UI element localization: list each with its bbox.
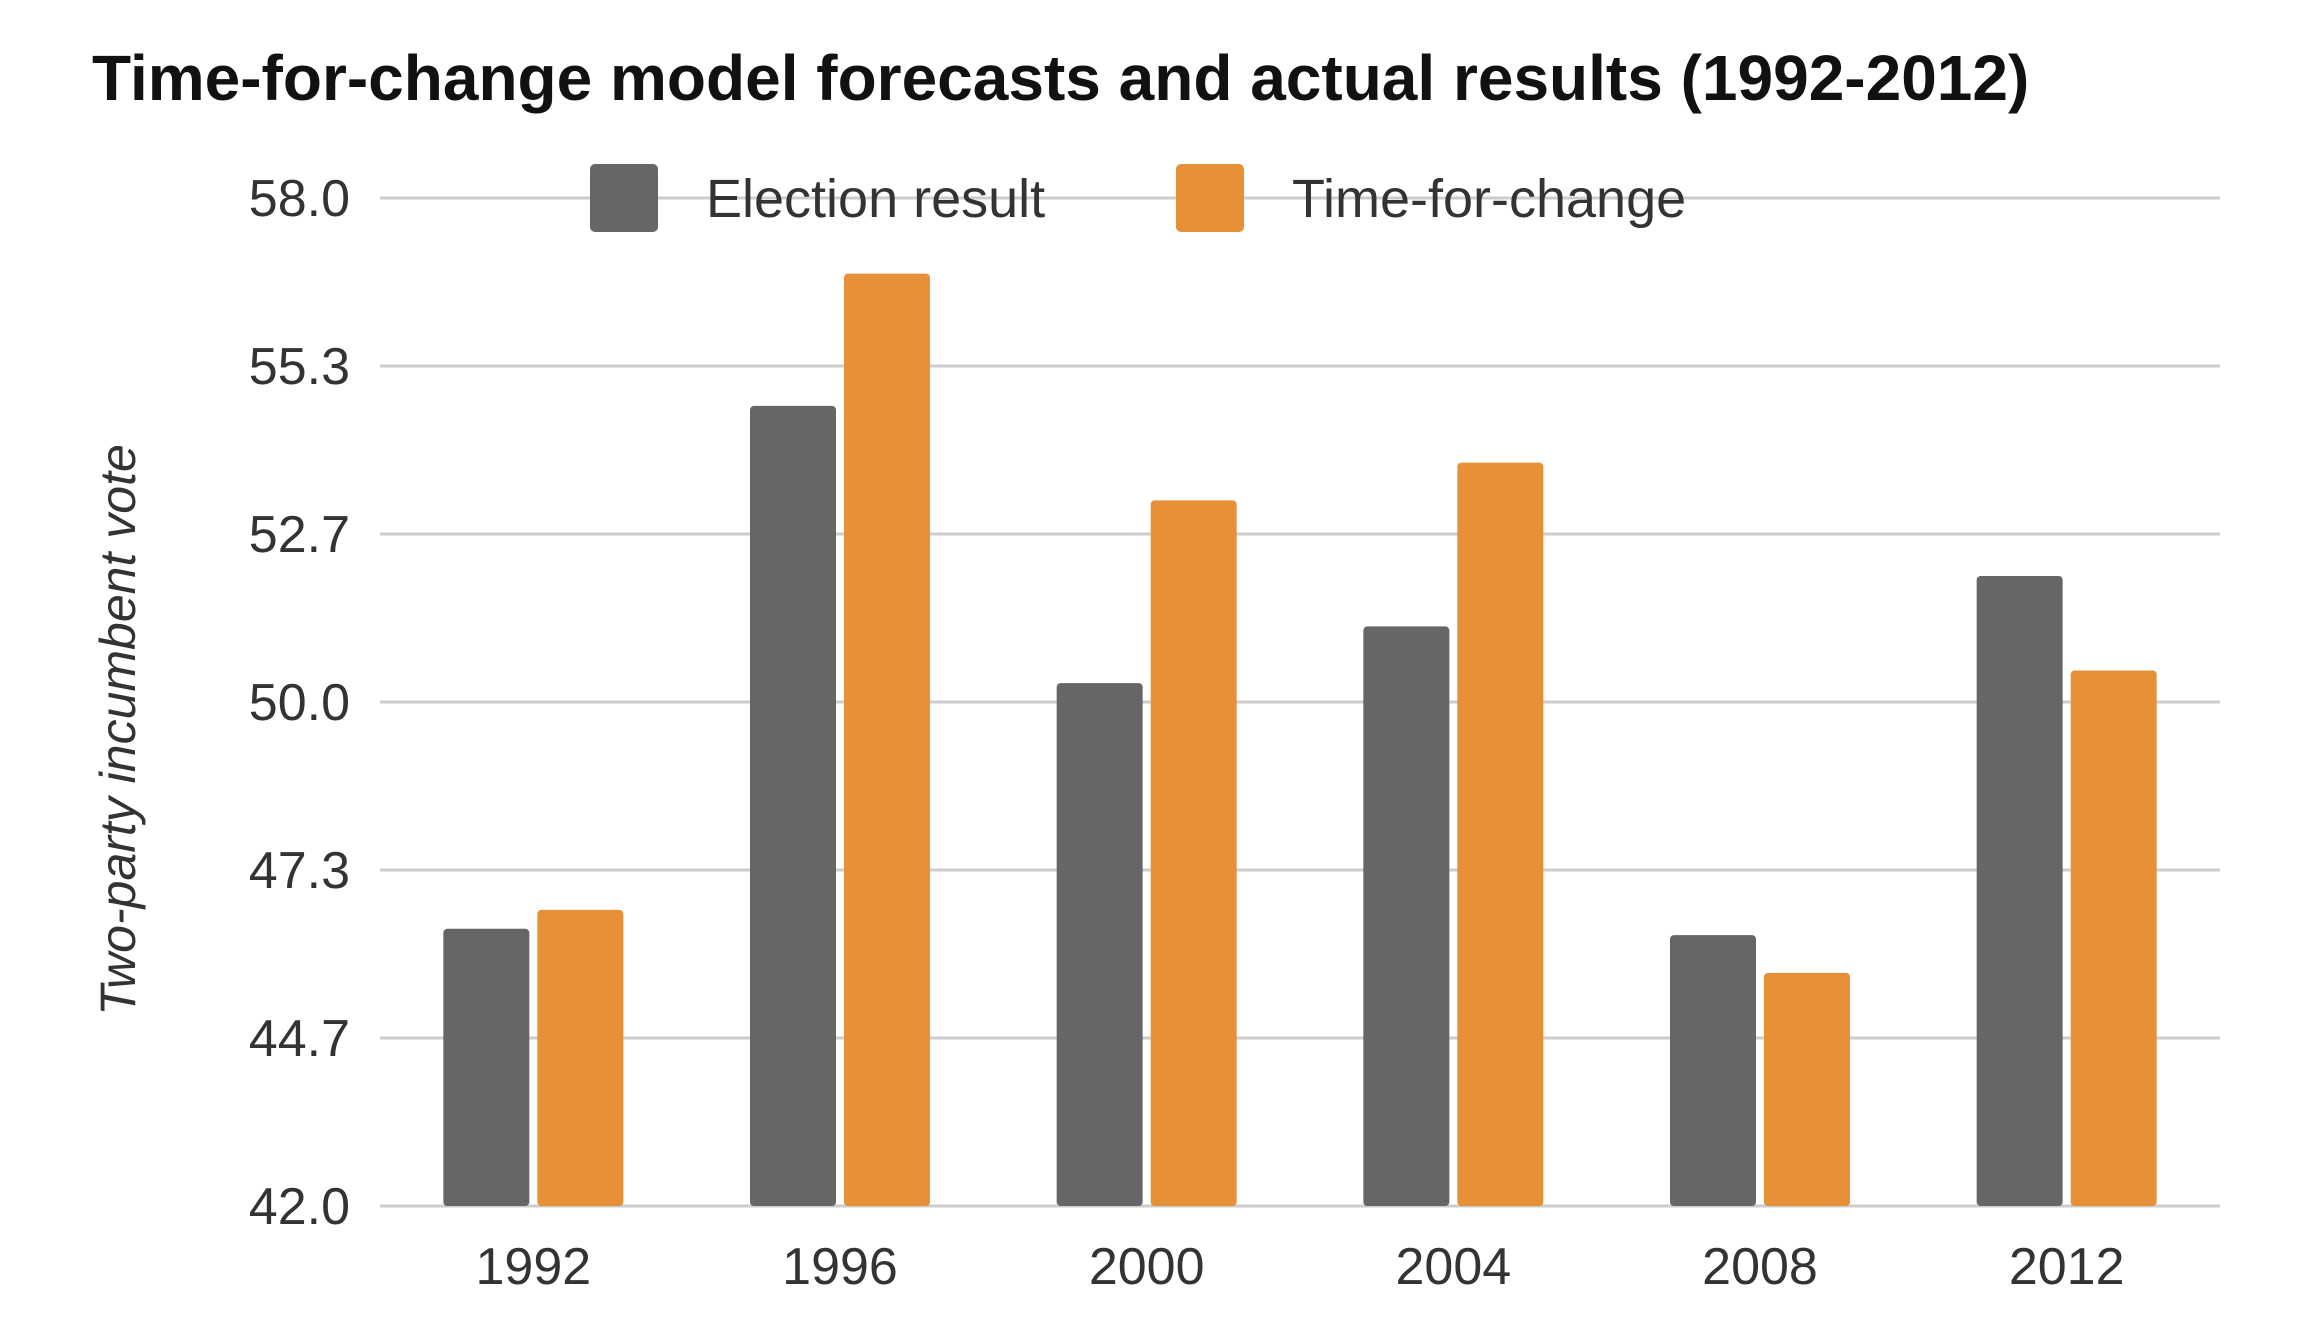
bar-election-result-2012 [1976, 576, 2063, 1206]
bar-time-for-change-2004 [1457, 462, 1544, 1207]
x-axis-ticks: 1992 1996 2000 2004 2008 2012 [475, 1238, 2124, 1296]
x-tick-label: 1996 [782, 1238, 898, 1296]
x-tick-label: 1992 [475, 1238, 591, 1296]
legend-swatch-time-for-change [1176, 164, 1244, 232]
bar-time-for-change-2000 [1150, 500, 1237, 1206]
y-tick-label: 58.0 [249, 170, 350, 228]
y-axis-ticks: 58.0 55.3 52.7 50.0 47.3 44.7 42.0 [249, 170, 350, 1236]
chart-title: Time-for-change model forecasts and actu… [92, 42, 2029, 114]
legend-label: Election result [706, 169, 1045, 229]
legend: Election result Time-for-change [590, 164, 1686, 232]
x-tick-label: 2000 [1089, 1238, 1205, 1296]
x-tick-label: 2008 [1702, 1238, 1818, 1296]
bar-election-result-2000 [1056, 683, 1143, 1206]
bar-election-result-1996 [750, 405, 836, 1206]
bar-election-result-2004 [1363, 626, 1450, 1206]
legend-swatch-election-result [590, 164, 658, 232]
bar-election-result-1992 [443, 928, 530, 1206]
x-tick-label: 2004 [1395, 1238, 1511, 1296]
bar-time-for-change-2008 [1764, 972, 1850, 1206]
bar-time-for-change-2012 [2070, 670, 2157, 1206]
y-tick-label: 52.7 [249, 506, 350, 564]
y-tick-label: 55.3 [249, 338, 350, 396]
y-axis-label: Two-party incumbent vote [90, 444, 146, 1016]
bar-time-for-change-1996 [844, 273, 930, 1207]
legend-label: Time-for-change [1292, 169, 1686, 229]
y-tick-label: 42.0 [249, 1178, 350, 1236]
bars [443, 273, 2157, 1207]
y-tick-label: 47.3 [249, 842, 350, 900]
x-tick-label: 2012 [2009, 1238, 2125, 1296]
y-tick-label: 50.0 [249, 674, 350, 732]
y-tick-label: 44.7 [249, 1010, 350, 1068]
bar-time-for-change-1992 [537, 909, 624, 1206]
bar-election-result-2008 [1670, 935, 1756, 1206]
gridlines [380, 196, 2220, 1208]
